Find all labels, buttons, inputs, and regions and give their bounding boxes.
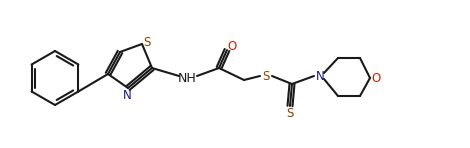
Text: O: O <box>371 71 381 85</box>
Text: S: S <box>286 107 294 119</box>
Text: N: N <box>316 70 324 82</box>
Text: N: N <box>123 89 132 102</box>
Text: S: S <box>262 70 270 82</box>
Text: S: S <box>143 36 151 49</box>
Text: O: O <box>227 40 236 53</box>
Text: NH: NH <box>178 71 196 85</box>
